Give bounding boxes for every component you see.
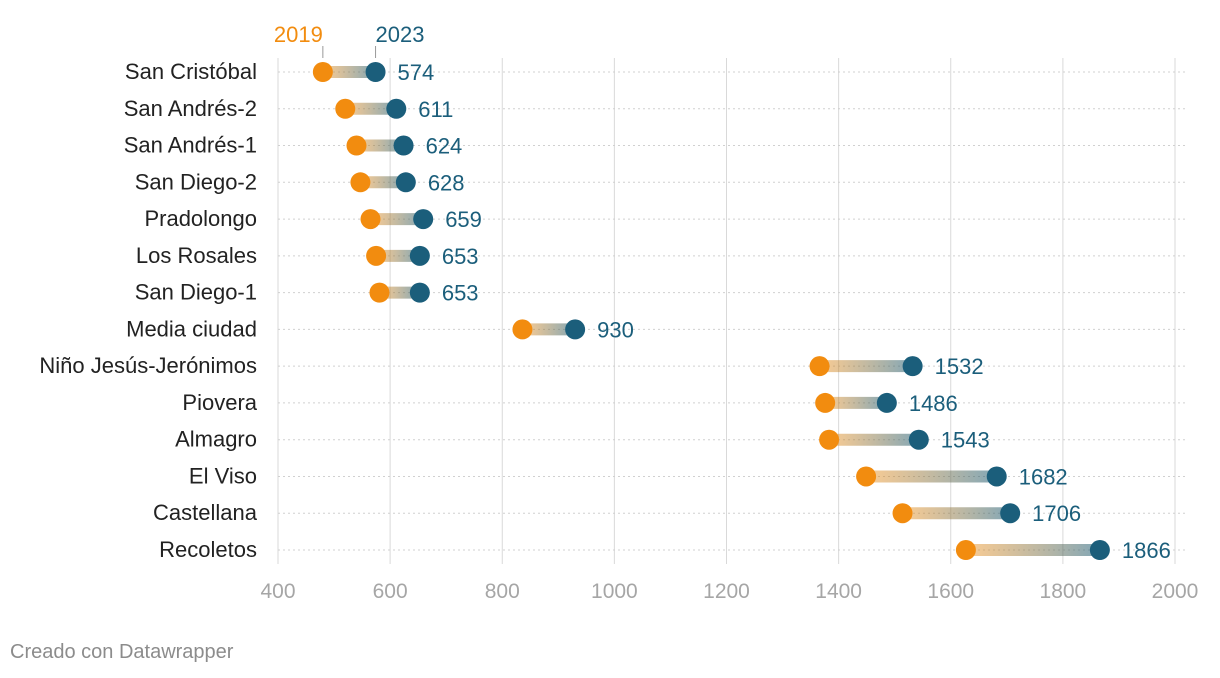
- x-tick-label: 2000: [1152, 580, 1199, 603]
- dot-2023: [565, 319, 586, 340]
- category-label: Recoletos: [159, 537, 257, 562]
- dot-2023: [1089, 540, 1110, 561]
- value-label: 574: [398, 60, 435, 85]
- category-label: Pradolongo: [144, 206, 257, 231]
- dot-2023: [409, 245, 430, 266]
- x-tick-label: 600: [373, 580, 408, 603]
- value-label: 1706: [1032, 501, 1081, 526]
- value-label: 1543: [941, 428, 990, 453]
- value-label: 659: [445, 207, 482, 232]
- value-label: 653: [442, 281, 479, 306]
- value-label: 1532: [935, 354, 984, 379]
- dot-2023: [365, 62, 386, 82]
- dot-2023: [908, 429, 929, 450]
- dot-2023: [902, 356, 923, 377]
- dot-2023: [876, 392, 897, 413]
- category-label: San Cristóbal: [125, 59, 257, 84]
- dot-2023: [1000, 503, 1021, 524]
- x-tick-label: 1000: [591, 580, 638, 603]
- dot-2019: [809, 356, 830, 377]
- value-label: 653: [442, 244, 479, 269]
- category-label: San Andrés-1: [124, 133, 257, 158]
- category-label: Almagro: [175, 427, 257, 452]
- value-label: 930: [597, 317, 634, 342]
- value-label: 1866: [1122, 538, 1171, 563]
- category-label: El Viso: [189, 463, 257, 488]
- value-label: 611: [418, 97, 453, 122]
- category-label: San Andrés-2: [124, 96, 257, 121]
- dot-2019: [312, 62, 333, 82]
- dot-2019: [955, 540, 976, 561]
- dumbbell-chart: 2019 2023 San Cristóbal 574 San Andrés-2 611…: [39, 22, 1198, 603]
- dot-2023: [386, 98, 407, 119]
- x-tick-label: 400: [260, 580, 295, 603]
- category-label: Media ciudad: [126, 316, 257, 341]
- legend: 2019 2023: [274, 22, 425, 58]
- value-label: 628: [428, 170, 465, 195]
- dot-2023: [393, 135, 414, 156]
- dot-2023: [395, 172, 416, 193]
- legend-start-label: 2019: [274, 22, 323, 47]
- dot-2023: [409, 282, 430, 303]
- dot-2019: [369, 282, 390, 303]
- dot-2019: [512, 319, 533, 340]
- legend-end-label: 2023: [376, 22, 425, 47]
- category-label: San Diego-1: [135, 280, 257, 305]
- dot-2019: [856, 466, 877, 487]
- value-label: 1682: [1019, 464, 1068, 489]
- value-label: 1486: [909, 391, 958, 416]
- value-label: 624: [426, 134, 463, 159]
- category-label: Niño Jesús-Jerónimos: [39, 353, 257, 378]
- dot-2019: [350, 172, 371, 193]
- rows: San Cristóbal 574 San Andrés-2 611 San André…: [39, 59, 1170, 563]
- dot-2019: [346, 135, 367, 156]
- x-tick-label: 800: [485, 580, 520, 603]
- x-tick-label: 1400: [815, 580, 862, 603]
- category-label: Los Rosales: [136, 243, 257, 268]
- x-axis: 400 600 800 1000 1200 1400 1600 1800 2000: [260, 580, 1198, 603]
- x-tick-label: 1800: [1040, 580, 1087, 603]
- category-label: Castellana: [153, 500, 258, 525]
- dot-2019: [892, 503, 913, 524]
- dot-2023: [986, 466, 1007, 487]
- dot-2023: [413, 209, 434, 230]
- category-label: San Diego-2: [135, 169, 257, 194]
- dot-2019: [335, 98, 356, 119]
- x-tick-label: 1600: [927, 580, 974, 603]
- x-tick-label: 1200: [703, 580, 750, 603]
- dot-2019: [819, 429, 840, 450]
- footer-credit: Creado con Datawrapper: [10, 641, 234, 663]
- dot-2019: [366, 245, 387, 266]
- dot-2019: [360, 209, 381, 230]
- dot-2019: [815, 392, 836, 413]
- category-label: Piovera: [182, 390, 257, 415]
